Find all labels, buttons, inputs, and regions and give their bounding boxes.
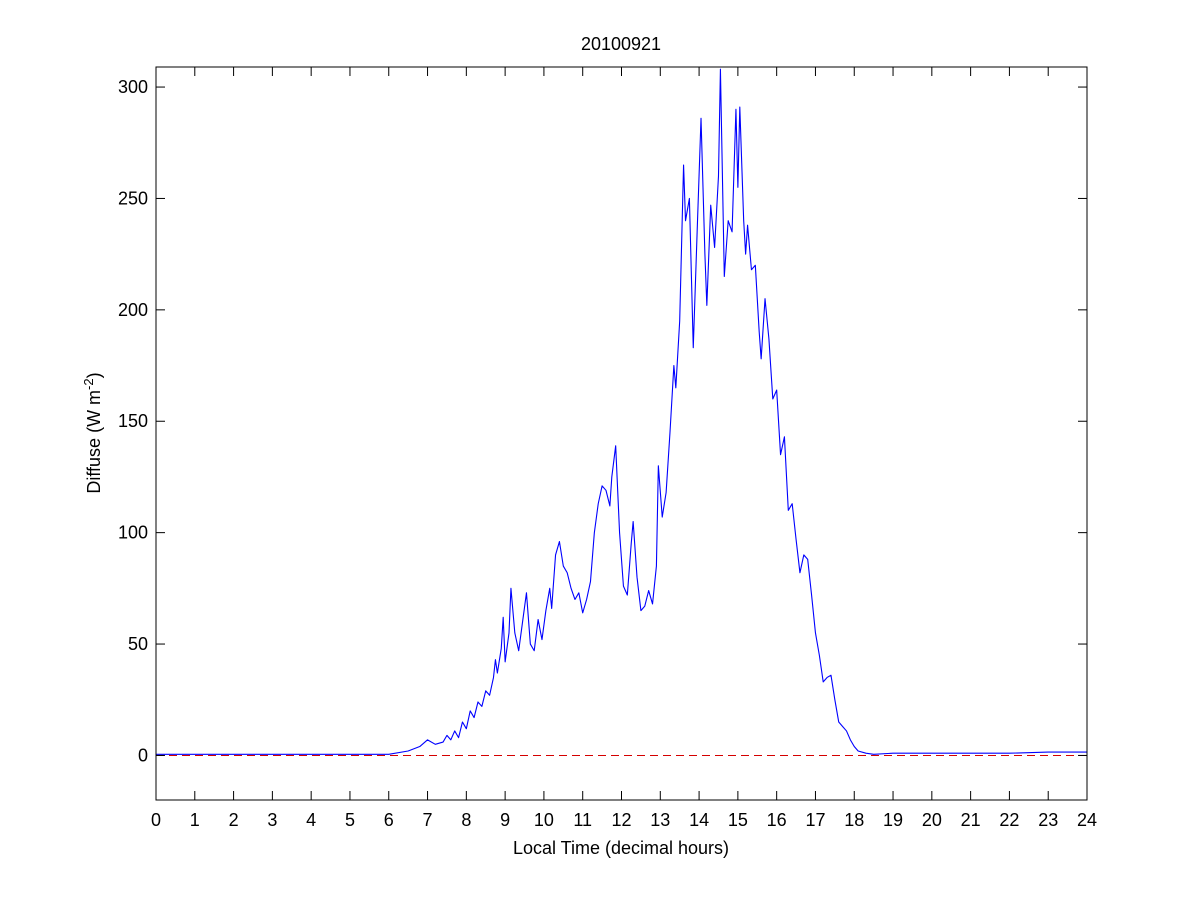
x-tick-label: 14 <box>689 810 709 830</box>
x-tick-label: 17 <box>805 810 825 830</box>
x-tick-label: 12 <box>611 810 631 830</box>
x-tick-label: 5 <box>345 810 355 830</box>
y-tick-label: 250 <box>118 188 148 208</box>
x-tick-label: 10 <box>534 810 554 830</box>
x-tick-label: 15 <box>728 810 748 830</box>
chart-title: 20100921 <box>581 34 661 54</box>
x-tick-label: 8 <box>461 810 471 830</box>
y-axis-label-suffix: ) <box>84 372 104 378</box>
y-tick-label: 150 <box>118 411 148 431</box>
x-tick-label: 20 <box>922 810 942 830</box>
x-tick-label: 2 <box>229 810 239 830</box>
x-tick-label: 24 <box>1077 810 1097 830</box>
x-tick-label: 23 <box>1038 810 1058 830</box>
y-tick-label: 300 <box>118 77 148 97</box>
x-tick-label: 3 <box>267 810 277 830</box>
x-tick-label: 21 <box>961 810 981 830</box>
x-tick-label: 22 <box>999 810 1019 830</box>
y-axis-label: Diffuse (W m-2) <box>81 372 104 493</box>
y-axis-label-superscript: -2 <box>81 378 96 390</box>
x-axis-label: Local Time (decimal hours) <box>513 838 729 858</box>
x-tick-label: 16 <box>767 810 787 830</box>
x-tick-label: 18 <box>844 810 864 830</box>
y-tick-label: 50 <box>128 634 148 654</box>
y-tick-label: 0 <box>138 745 148 765</box>
x-tick-label: 11 <box>573 810 592 830</box>
data-line <box>156 68 1087 755</box>
y-tick-label: 100 <box>118 523 148 543</box>
y-axis-label-text: Diffuse (W m <box>84 390 104 494</box>
x-tick-label: 19 <box>883 810 903 830</box>
x-tick-label: 13 <box>650 810 670 830</box>
y-tick-label: 200 <box>118 300 148 320</box>
x-tick-label: 9 <box>500 810 510 830</box>
x-tick-label: 1 <box>190 810 200 830</box>
x-tick-label: 6 <box>384 810 394 830</box>
plot-area <box>156 67 1087 800</box>
x-tick-label: 4 <box>306 810 316 830</box>
x-tick-label: 7 <box>423 810 433 830</box>
x-tick-label: 0 <box>151 810 161 830</box>
